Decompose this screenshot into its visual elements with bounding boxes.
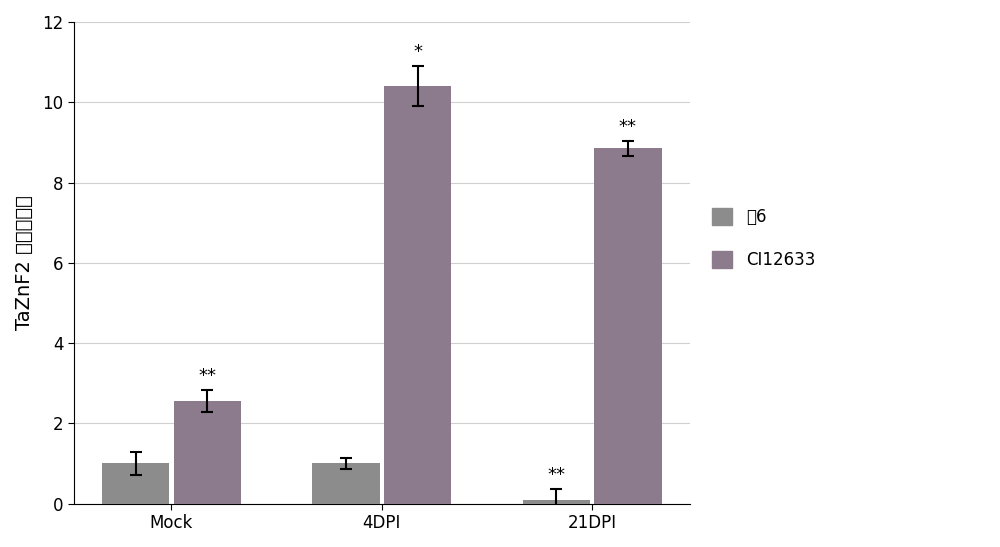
Bar <box>312 463 380 504</box>
Bar <box>523 501 590 504</box>
Text: **: ** <box>619 118 637 136</box>
Bar <box>102 463 169 504</box>
Text: *: * <box>413 43 422 61</box>
Bar <box>384 86 451 504</box>
Y-axis label: TaZnF2 相对表达量: TaZnF2 相对表达量 <box>15 195 34 330</box>
Bar <box>594 148 662 504</box>
Bar <box>174 401 241 504</box>
Text: **: ** <box>547 467 565 484</box>
Text: **: ** <box>198 367 216 385</box>
Legend: 温6, CI12633: 温6, CI12633 <box>704 200 823 278</box>
